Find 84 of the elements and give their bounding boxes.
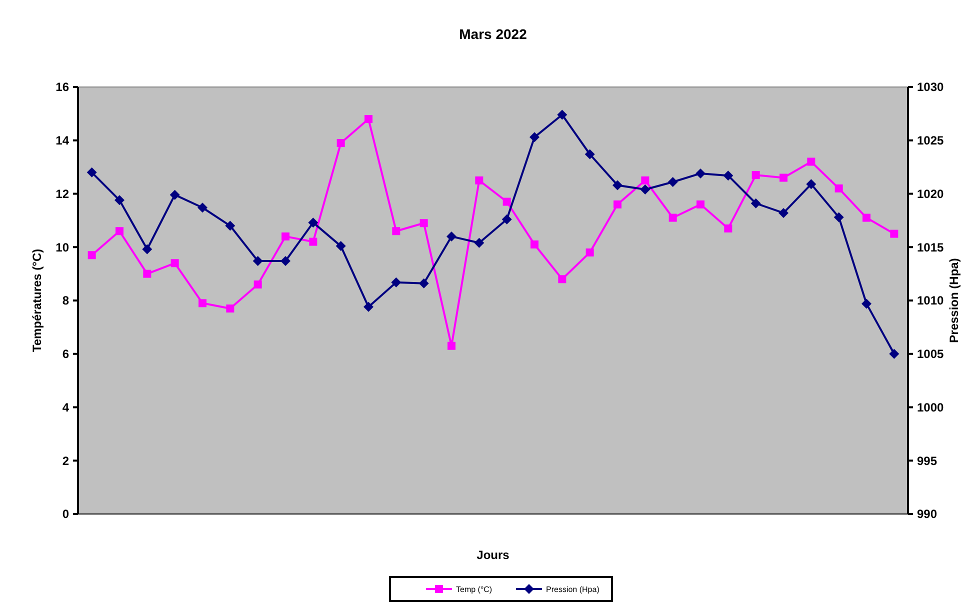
- point: [723, 170, 734, 181]
- point: [391, 277, 402, 288]
- point: [198, 202, 208, 213]
- point: [282, 232, 290, 240]
- y-tick-label: 10: [56, 240, 70, 254]
- y2-tick-label: 1005: [917, 347, 944, 362]
- y-tick-label: 12: [56, 186, 70, 201]
- point: [612, 180, 622, 190]
- point: [530, 132, 540, 142]
- point: [86, 167, 97, 178]
- point: [252, 256, 263, 266]
- legend-label: Temp (°C): [456, 584, 492, 594]
- point: [834, 212, 844, 222]
- y-tick-label: 0: [62, 507, 70, 522]
- legend-label: Pression (Hpa): [546, 584, 600, 594]
- point: [309, 238, 318, 246]
- point: [696, 168, 706, 178]
- point: [418, 278, 429, 288]
- y2-tick-label: 995: [917, 454, 938, 468]
- x-axis-title: Jours: [476, 548, 510, 562]
- point: [890, 230, 898, 238]
- point: [448, 342, 456, 350]
- point: [170, 259, 179, 268]
- point: [862, 298, 872, 309]
- y2-tick-label: 1015: [917, 240, 944, 254]
- point: [142, 244, 152, 254]
- point: [116, 227, 124, 236]
- point: [420, 219, 428, 228]
- chart-title: Mars 2022: [459, 26, 528, 42]
- point: [226, 304, 234, 313]
- point: [254, 280, 262, 288]
- point: [280, 256, 290, 266]
- y2-tick-label: 1010: [917, 294, 944, 308]
- point: [586, 248, 594, 256]
- y-axis-title: Températures (°C): [30, 248, 44, 352]
- point: [834, 184, 843, 192]
- y2-tick-label: 1000: [917, 400, 944, 414]
- point: [392, 227, 400, 236]
- y-tick-label: 4: [62, 400, 70, 414]
- point: [502, 214, 512, 224]
- point: [114, 195, 124, 206]
- point: [889, 348, 900, 359]
- point: [806, 179, 816, 190]
- point: [668, 214, 677, 222]
- point: [364, 302, 374, 312]
- point: [308, 218, 318, 228]
- point: [614, 200, 622, 208]
- y2-tick-label: 1030: [917, 80, 944, 94]
- point: [502, 198, 511, 206]
- point: [724, 224, 732, 232]
- point: [446, 231, 456, 242]
- point: [170, 190, 180, 200]
- point: [225, 220, 236, 231]
- y2-tick-label: 1025: [917, 134, 944, 148]
- point: [780, 174, 788, 182]
- point: [862, 214, 870, 222]
- point: [807, 158, 816, 166]
- point: [778, 208, 788, 218]
- point: [750, 198, 761, 208]
- y2-axis-title: Pression (Hpa): [947, 258, 961, 343]
- point: [475, 176, 484, 184]
- point: [558, 275, 566, 284]
- y2-tick-label: 990: [917, 507, 938, 522]
- point: [752, 171, 760, 180]
- y-tick-label: 14: [56, 134, 70, 148]
- y2-tick-label: 1020: [917, 186, 944, 201]
- point: [336, 241, 346, 252]
- point: [530, 240, 538, 248]
- y-tick-label: 8: [62, 294, 70, 308]
- point: [668, 177, 678, 188]
- y-tick-label: 6: [62, 347, 70, 362]
- point: [143, 270, 152, 278]
- y-tick-label: 16: [56, 80, 70, 94]
- point: [696, 200, 704, 208]
- y-tick-label: 2: [62, 454, 70, 468]
- point: [641, 176, 650, 184]
- point: [584, 149, 595, 160]
- point: [557, 110, 568, 120]
- point: [364, 115, 372, 124]
- point: [88, 251, 96, 260]
- point: [640, 184, 650, 194]
- point: [474, 238, 484, 248]
- point: [198, 299, 206, 308]
- point: [336, 139, 345, 148]
